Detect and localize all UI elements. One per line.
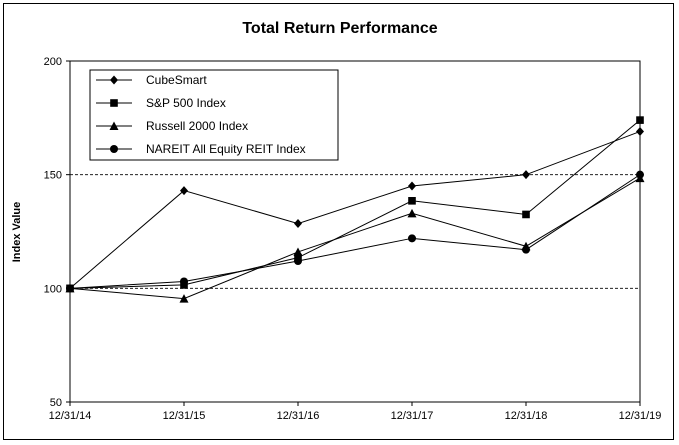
x-tick-label: 12/31/16 — [277, 410, 320, 422]
legend-item: NAREIT All Equity REIT Index — [96, 142, 306, 156]
legend-marker — [110, 145, 118, 153]
series-line — [69, 119, 641, 289]
data-point — [294, 257, 302, 266]
y-tick-label: 50 — [50, 397, 62, 409]
legend-box — [89, 69, 339, 161]
chart-title: Total Return Performance — [242, 20, 437, 37]
x-axis: 12/31/14 12/31/15 12/31/16 12/31/17 12/31/18… — [49, 402, 662, 422]
y-tick-label: 100 — [44, 283, 62, 295]
data-point — [522, 170, 530, 180]
legend-item: CubeSmart — [96, 73, 207, 87]
legend-marker — [110, 99, 118, 107]
data-point — [293, 247, 303, 256]
x-tick-label: 12/31/14 — [49, 410, 92, 422]
data-point — [636, 116, 644, 124]
data-point — [66, 284, 74, 293]
data-point — [180, 186, 188, 196]
legend-item: S&P 500 Index — [96, 96, 226, 110]
data-point — [180, 277, 188, 286]
plot-area — [69, 60, 641, 403]
legend-marker — [110, 75, 118, 85]
data-point — [408, 181, 416, 191]
gridlines — [70, 174, 640, 289]
series-3 — [66, 170, 644, 293]
legend-label: CubeSmart — [146, 73, 207, 87]
x-tick-label: 12/31/18 — [505, 410, 548, 422]
x-tick-label: 12/31/19 — [619, 410, 662, 422]
legend-label: NAREIT All Equity REIT Index — [146, 142, 306, 156]
y-axis-label: Index Value — [11, 202, 23, 263]
series-line — [69, 131, 641, 289]
y-axis: 50 100 150 200 — [44, 56, 70, 409]
data-point — [408, 197, 416, 205]
data-point — [522, 210, 530, 219]
legend-item: Russell 2000 Index — [96, 119, 248, 133]
data-point — [636, 126, 644, 136]
data-point — [636, 170, 644, 179]
x-tick-label: 12/31/17 — [391, 410, 434, 422]
data-point — [294, 219, 302, 229]
series-line — [69, 177, 641, 300]
legend-label: S&P 500 Index — [146, 96, 226, 110]
data-point — [522, 245, 530, 254]
y-tick-label: 150 — [44, 170, 62, 182]
data-point — [179, 294, 189, 303]
data-point — [407, 208, 417, 218]
series-line — [69, 174, 641, 289]
legend-label: Russell 2000 Index — [146, 119, 248, 133]
legend: CubeSmart S&P 500 Index Russell 2000 Index… — [89, 69, 339, 161]
x-tick-label: 12/31/15 — [163, 410, 206, 422]
legend-marker — [109, 121, 119, 130]
y-tick-label: 200 — [44, 56, 62, 68]
data-point — [408, 234, 416, 243]
series-group — [65, 116, 645, 303]
